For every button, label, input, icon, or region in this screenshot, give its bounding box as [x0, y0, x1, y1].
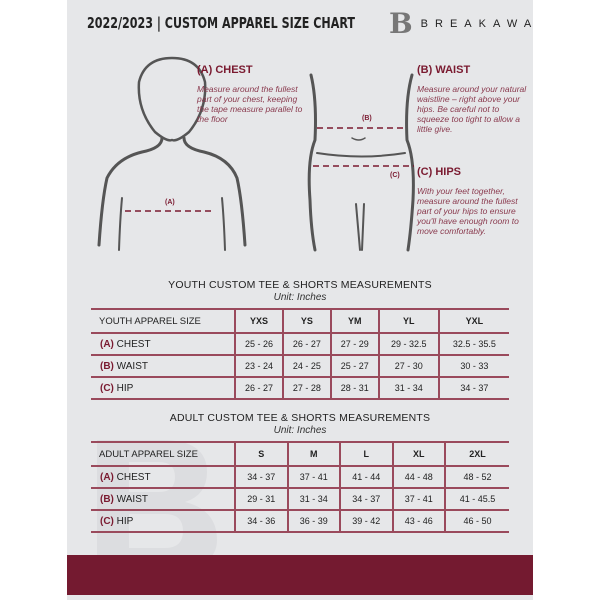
row-name: HIP	[116, 515, 134, 527]
cell: 37 - 41	[286, 466, 341, 489]
body-figures	[97, 56, 415, 252]
youth-size-table: YOUTH APPAREL SIZE YXS YS YM YL YXL (A) …	[91, 308, 509, 400]
cell: 39 - 42	[339, 510, 393, 533]
upper-body-outline	[137, 56, 207, 142]
youth-header-label: YOUTH APPAREL SIZE	[91, 308, 235, 334]
adult-header-label: ADULT APPAREL SIZE	[91, 441, 235, 467]
row-letter: (A)	[100, 471, 114, 483]
row-label: (B) WAIST	[91, 488, 235, 511]
table-row: (B) WAIST 23 - 24 24 - 25 25 - 27 27 - 3…	[91, 355, 509, 378]
cell: 27 - 28	[281, 377, 331, 400]
cell: 29 - 32.5	[377, 333, 439, 356]
size-header: YM	[329, 308, 379, 334]
adult-unit: Unit: Inches	[273, 425, 327, 436]
cell: 31 - 34	[286, 488, 341, 511]
size-header: 2XL	[444, 441, 509, 467]
cell: 37 - 41	[391, 488, 446, 511]
adult-table-title: ADULT CUSTOM TEE & SHORTS MEASUREMENTS	[169, 412, 431, 424]
cell: 27 - 29	[329, 333, 379, 356]
cell: 24 - 25	[281, 355, 331, 378]
cell: 25 - 26	[234, 333, 283, 356]
hips-description: With your feet together, measure around …	[417, 186, 519, 236]
row-label: (C) HIP	[91, 377, 235, 400]
chest-heading: (A) CHEST	[197, 64, 253, 76]
cell: 32.5 - 35.5	[437, 333, 509, 356]
size-header: M	[286, 441, 341, 467]
table-row: (A) CHEST 25 - 26 26 - 27 27 - 29 29 - 3…	[91, 333, 509, 356]
size-header: S	[234, 441, 288, 467]
table-row: (C) HIP 26 - 27 27 - 28 28 - 31 31 - 34 …	[91, 377, 509, 400]
table-row: (C) HIP 34 - 36 36 - 39 39 - 42 43 - 46 …	[91, 510, 509, 533]
hips-heading: (C) HIPS	[417, 166, 461, 178]
row-letter: (A)	[100, 338, 114, 350]
cell: 25 - 27	[329, 355, 379, 378]
hips-marker: (C)	[390, 172, 400, 179]
size-header: YL	[377, 308, 439, 334]
logo-mark-icon: B	[389, 7, 413, 40]
size-header: YXS	[234, 308, 283, 334]
size-header: XL	[391, 441, 446, 467]
waist-marker: (B)	[362, 115, 372, 122]
cell: 30 - 33	[437, 355, 509, 378]
row-letter: (B)	[100, 493, 114, 505]
waist-description: Measure around your natural waistline – …	[417, 84, 527, 134]
cell: 28 - 31	[329, 377, 379, 400]
size-header: YXL	[437, 308, 509, 334]
page-title: 2022/2023 | CUSTOM APPAREL SIZE CHART	[87, 14, 356, 33]
table-header-row: ADULT APPAREL SIZE S M L XL 2XL	[91, 441, 509, 467]
row-letter: (C)	[100, 382, 114, 394]
cell: 31 - 34	[377, 377, 439, 400]
row-name: CHEST	[116, 471, 151, 483]
cell: 46 - 50	[444, 510, 509, 533]
cell: 26 - 27	[281, 333, 331, 356]
cell: 41 - 45.5	[444, 488, 509, 511]
cell: 43 - 46	[391, 510, 446, 533]
cell: 36 - 39	[286, 510, 341, 533]
cell: 27 - 30	[377, 355, 439, 378]
brand-logo: B BREAKAWAY	[389, 10, 533, 38]
chest-description: Measure around the fullest part of your …	[197, 84, 303, 124]
waist-heading: (B) WAIST	[417, 64, 471, 76]
row-name: WAIST	[116, 360, 148, 372]
size-header: L	[339, 441, 393, 467]
brand-name: BREAKAWAY	[420, 18, 533, 30]
cell: 48 - 52	[444, 466, 509, 489]
table-row: (A) CHEST 34 - 37 37 - 41 41 - 44 44 - 4…	[91, 466, 509, 489]
youth-unit: Unit: Inches	[273, 292, 327, 303]
table-header-row: YOUTH APPAREL SIZE YXS YS YM YL YXL	[91, 308, 509, 334]
cell: 23 - 24	[234, 355, 283, 378]
row-label: (B) WAIST	[91, 355, 235, 378]
row-label: (A) CHEST	[91, 333, 235, 356]
cell: 34 - 36	[234, 510, 288, 533]
page-title-wrapper: 2022/2023 | CUSTOM APPAREL SIZE CHART	[87, 14, 356, 33]
cell: 44 - 48	[391, 466, 446, 489]
adult-size-table: ADULT APPAREL SIZE S M L XL 2XL (A) CHES…	[91, 441, 509, 533]
cell: 26 - 27	[234, 377, 283, 400]
row-name: HIP	[116, 382, 134, 394]
footer-band	[67, 555, 533, 595]
size-header: YS	[281, 308, 331, 334]
lower-body-outline	[307, 73, 317, 252]
row-name: WAIST	[116, 493, 148, 505]
size-chart-page: 2022/2023 | CUSTOM APPAREL SIZE CHART B …	[67, 0, 533, 600]
cell: 34 - 37	[437, 377, 509, 400]
cell: 41 - 44	[339, 466, 393, 489]
chest-marker: (A)	[165, 199, 175, 206]
row-letter: (C)	[100, 515, 114, 527]
cell: 34 - 37	[234, 466, 288, 489]
cell: 34 - 37	[339, 488, 393, 511]
row-label: (C) HIP	[91, 510, 235, 533]
cell: 29 - 31	[234, 488, 288, 511]
row-letter: (B)	[100, 360, 114, 372]
youth-table-title: YOUTH CUSTOM TEE & SHORTS MEASUREMENTS	[168, 279, 432, 291]
table-row: (B) WAIST 29 - 31 31 - 34 34 - 37 37 - 4…	[91, 488, 509, 511]
row-name: CHEST	[116, 338, 151, 350]
row-label: (A) CHEST	[91, 466, 235, 489]
